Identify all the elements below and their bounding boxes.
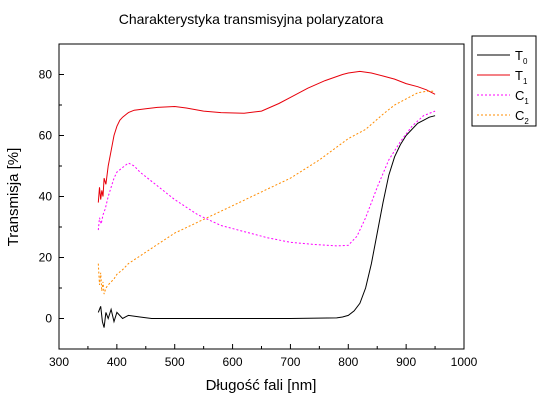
legend-label-T1: T1 xyxy=(515,68,528,86)
legend-box xyxy=(471,35,537,127)
y-tick-label: 80 xyxy=(39,68,53,82)
series-layer xyxy=(97,70,436,328)
y-tick-label: 20 xyxy=(39,251,53,265)
x-tick-label: 700 xyxy=(280,355,300,369)
series-line-C1 xyxy=(97,110,436,247)
series-line-T1 xyxy=(97,70,436,203)
plot-frame xyxy=(58,43,465,350)
tick-layer: 300 400 500 600 700 800 900 1000 0 20 40 60 80 xyxy=(39,43,478,369)
plot-area: 300 400 500 600 700 800 900 1000 0 20 40 60 80 xyxy=(39,43,478,369)
legend-label-C2: C2 xyxy=(515,108,529,126)
series-line-C2 xyxy=(97,90,436,295)
y-tick-label: 0 xyxy=(45,312,52,326)
legend: T0 T1 C1 C2 xyxy=(471,35,537,127)
series-line-T0 xyxy=(97,115,436,328)
x-tick-label: 500 xyxy=(165,355,185,369)
chart-title: Charakterystyka transmisyjna polaryzator… xyxy=(119,11,384,27)
x-tick-label: 800 xyxy=(338,355,358,369)
y-axis-title: Transmisja [%] xyxy=(5,148,22,247)
y-tick-label: 40 xyxy=(39,190,53,204)
x-tick-label: 400 xyxy=(107,355,127,369)
x-tick-label: 1000 xyxy=(451,355,478,369)
x-tick-label: 600 xyxy=(223,355,243,369)
x-tick-label: 300 xyxy=(49,355,69,369)
x-axis-title: Długość fali [nm] xyxy=(206,377,317,394)
legend-label-C1: C1 xyxy=(515,88,529,106)
legend-label-T0: T0 xyxy=(515,48,528,66)
y-tick-label: 60 xyxy=(39,129,53,143)
legend-items: T0 T1 C1 C2 xyxy=(477,48,529,126)
x-tick-label: 900 xyxy=(396,355,416,369)
